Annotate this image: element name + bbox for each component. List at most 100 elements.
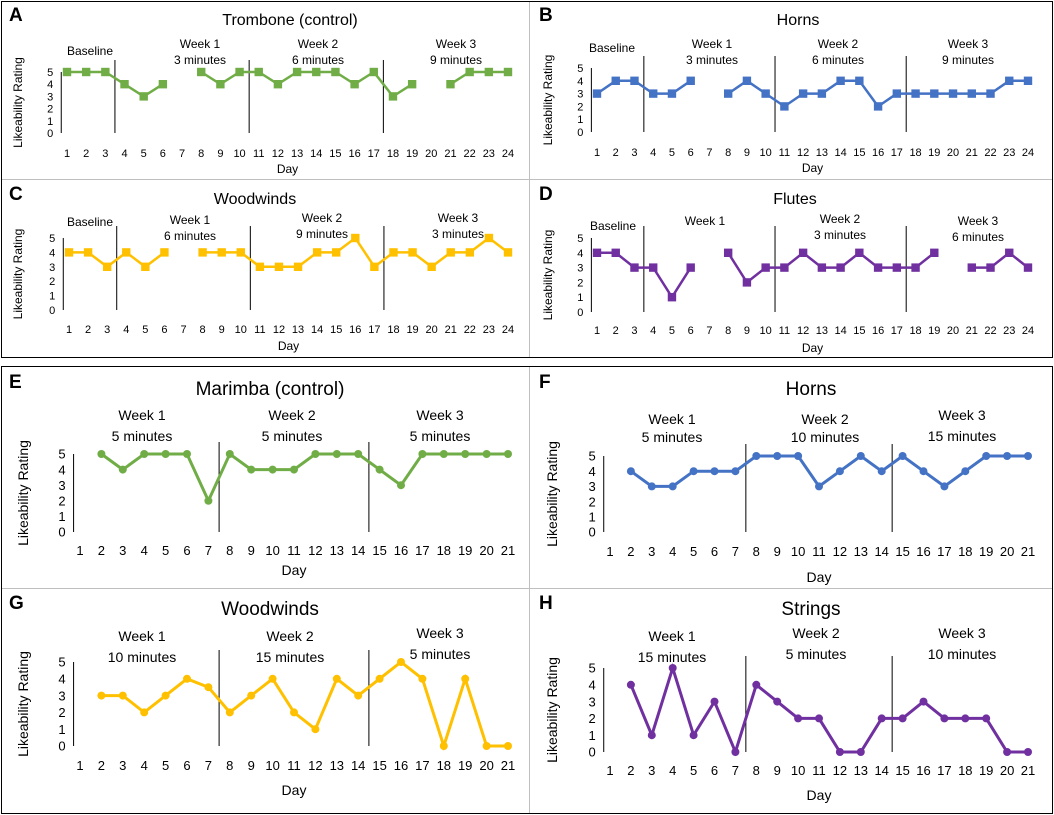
x-tick-label: 15 <box>330 324 342 336</box>
data-point <box>292 67 302 77</box>
x-tick-label: 8 <box>226 543 233 558</box>
x-tick-label: 17 <box>891 147 903 159</box>
y-tick-label: 2 <box>47 104 53 116</box>
x-tick-label: 17 <box>415 543 429 558</box>
y-tick-label: 2 <box>58 493 65 508</box>
panel-label-h: H <box>539 593 553 614</box>
data-point <box>332 674 341 683</box>
x-tick-label: 5 <box>690 763 697 778</box>
x-tick-label: 13 <box>854 763 868 778</box>
x-tick-label: 19 <box>928 325 940 337</box>
x-tick-label: 12 <box>308 543 322 558</box>
x-tick-label: 16 <box>872 325 884 337</box>
data-point <box>948 89 958 98</box>
y-tick-label: 3 <box>588 479 595 494</box>
phase-label: Week 3 <box>948 37 989 51</box>
data-point <box>370 262 379 271</box>
data-point <box>930 89 939 98</box>
y-tick-label: 0 <box>58 739 65 754</box>
data-point <box>686 76 695 85</box>
x-tick-label: 11 <box>254 324 265 336</box>
data-point <box>794 452 803 460</box>
data-point <box>731 748 740 756</box>
data-point <box>626 467 635 476</box>
data-point <box>118 691 127 700</box>
data-point <box>961 714 970 723</box>
x-tick-label: 13 <box>292 324 304 336</box>
phase-label: 3 minutes <box>174 53 226 67</box>
data-point <box>198 248 207 257</box>
x-tick-label: 14 <box>351 758 365 773</box>
data-point <box>407 80 417 89</box>
x-tick-label: 7 <box>179 148 185 160</box>
data-point <box>247 465 256 474</box>
y-tick-label: 1 <box>588 728 595 743</box>
x-tick-label: 17 <box>368 148 380 160</box>
data-point <box>919 467 928 476</box>
x-tick-label: 19 <box>458 758 472 773</box>
y-axis-label: Likeability Rating <box>11 57 25 148</box>
data-point <box>140 450 149 458</box>
phase-label: 5 minutes <box>112 428 173 444</box>
y-tick-label: 3 <box>49 262 55 274</box>
x-tick-label: 8 <box>198 148 204 160</box>
data-point <box>439 450 448 458</box>
data-point <box>817 263 827 272</box>
y-tick-label: 4 <box>577 76 583 88</box>
data-point <box>397 658 405 666</box>
x-tick-label: 22 <box>464 324 476 336</box>
chart-title: Horns <box>777 12 820 29</box>
data-point <box>331 67 340 77</box>
y-tick-label: 2 <box>577 101 583 113</box>
y-tick-label: 4 <box>58 671 65 686</box>
data-point <box>290 708 298 717</box>
data-point <box>254 67 263 77</box>
series-line <box>200 70 413 99</box>
x-tick-label: 9 <box>744 147 750 159</box>
data-point <box>982 452 991 460</box>
x-tick-label: 23 <box>1003 147 1015 159</box>
x-tick-label: 1 <box>64 148 70 160</box>
data-point <box>961 467 970 476</box>
phase-label: Week 2 <box>792 625 839 641</box>
phase-label: Week 2 <box>268 407 315 423</box>
x-tick-label: 21 <box>501 758 515 773</box>
x-tick-label: 1 <box>66 324 72 336</box>
y-tick-label: 1 <box>577 292 583 304</box>
phase-label: Week 3 <box>938 407 985 423</box>
phase-label: 5 minutes <box>786 646 847 662</box>
x-tick-label: 21 <box>1021 544 1035 559</box>
data-point <box>1024 748 1032 756</box>
x-tick-label: 2 <box>98 543 105 558</box>
y-tick-label: 1 <box>58 722 65 737</box>
x-tick-label: 10 <box>791 544 805 559</box>
data-point <box>503 248 513 257</box>
y-tick-label: 1 <box>588 509 595 524</box>
x-tick-label: 11 <box>287 543 301 558</box>
x-tick-label: 7 <box>732 544 739 559</box>
data-point <box>101 67 110 77</box>
data-point <box>815 714 823 723</box>
x-tick-label: 15 <box>853 147 865 159</box>
phase-label: Baseline <box>67 215 113 229</box>
data-point <box>350 80 359 89</box>
data-point <box>794 714 803 723</box>
data-point <box>668 664 677 672</box>
data-point <box>967 89 976 98</box>
x-tick-label: 13 <box>854 544 868 559</box>
phase-label: Week 2 <box>266 628 313 644</box>
data-point <box>919 697 928 706</box>
phase-label: 5 minutes <box>410 646 471 662</box>
data-point <box>1005 248 1014 257</box>
data-point <box>815 482 823 491</box>
y-tick-label: 3 <box>577 263 583 275</box>
data-point <box>122 248 131 257</box>
phase-label: Week 2 <box>818 37 859 51</box>
x-tick-label: 16 <box>394 758 408 773</box>
data-point <box>752 680 761 689</box>
chart-title: Flutes <box>773 191 817 208</box>
data-point <box>81 67 91 77</box>
data-point <box>408 248 417 257</box>
data-point <box>397 481 405 490</box>
data-point <box>649 263 658 272</box>
